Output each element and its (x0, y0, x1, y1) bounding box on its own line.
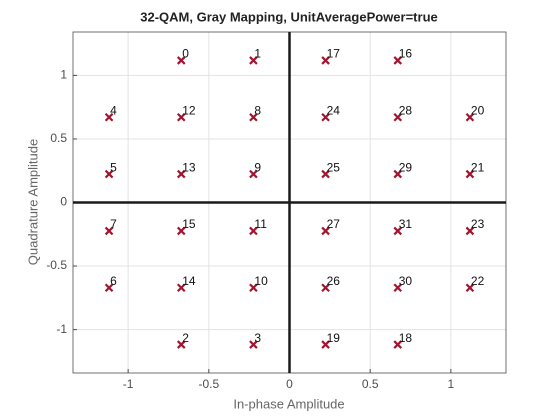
point-label: 16 (399, 47, 413, 61)
point-label: 25 (327, 160, 341, 174)
point-label: 22 (471, 274, 485, 288)
point-label: 1 (254, 47, 261, 61)
point (321, 283, 330, 293)
point (249, 283, 258, 293)
point-label: 24 (327, 103, 341, 117)
point-label: 9 (254, 160, 261, 174)
point (393, 283, 403, 293)
point (249, 169, 258, 179)
point (176, 112, 186, 122)
x-axis-label: In-phase Amplitude (233, 396, 344, 411)
point (393, 112, 403, 122)
point (465, 112, 475, 122)
point-label: 28 (399, 103, 413, 117)
point (393, 56, 403, 65)
point-label: 21 (471, 160, 485, 174)
point (465, 169, 475, 179)
y-tick-label: 0.5 (50, 131, 67, 145)
point-label: 31 (399, 217, 413, 231)
point-label: 29 (399, 160, 413, 174)
point (393, 226, 403, 236)
y-tick-label: -1 (56, 322, 67, 336)
point (249, 340, 258, 349)
point (104, 283, 114, 293)
point-label: 11 (254, 217, 267, 231)
point-label: 2 (182, 331, 189, 345)
point (249, 112, 258, 122)
point (249, 226, 258, 236)
point-label: 6 (110, 274, 117, 288)
point-label: 12 (182, 103, 196, 117)
point-label: 30 (399, 274, 413, 288)
point (321, 56, 330, 65)
y-axis-label: Quadrature Amplitude (25, 139, 40, 265)
x-tick-label: 0 (286, 377, 293, 391)
point-label: 7 (110, 217, 117, 231)
point-label: 19 (327, 331, 341, 345)
point (465, 226, 475, 236)
point-label: 0 (182, 47, 189, 61)
point (176, 56, 186, 65)
point (249, 56, 258, 65)
y-tick-label: 0 (60, 195, 67, 209)
point (176, 226, 186, 236)
point (321, 112, 330, 122)
point-label: 3 (254, 331, 261, 345)
x-tick-label: 1 (448, 377, 455, 391)
point-label: 8 (254, 103, 261, 117)
point-label: 15 (182, 217, 196, 231)
x-tick-label: -0.5 (198, 377, 219, 391)
point-label: 17 (327, 47, 341, 61)
point-label: 23 (471, 217, 485, 231)
point-label: 18 (399, 331, 413, 345)
point-label: 27 (327, 217, 341, 231)
point (321, 226, 330, 236)
point-label: 10 (254, 274, 268, 288)
point (104, 226, 114, 236)
chart-title: 32-QAM, Gray Mapping, UnitAveragePower=t… (140, 9, 438, 24)
point-label: 20 (471, 103, 485, 117)
point (104, 169, 114, 179)
point (321, 169, 330, 179)
point-label: 4 (110, 103, 117, 117)
x-tick-label: -1 (123, 377, 134, 391)
point (176, 169, 186, 179)
point (176, 283, 186, 293)
point-label: 13 (182, 160, 196, 174)
y-tick-label: -0.5 (46, 258, 67, 272)
point (104, 112, 114, 122)
y-tick-label: 1 (60, 68, 67, 82)
point-label: 5 (110, 160, 117, 174)
point (465, 283, 475, 293)
point (176, 340, 186, 349)
point (393, 169, 403, 179)
x-tick-label: 0.5 (362, 377, 379, 391)
point (321, 340, 330, 349)
point-label: 14 (182, 274, 196, 288)
point (393, 340, 403, 349)
point-label: 26 (327, 274, 341, 288)
